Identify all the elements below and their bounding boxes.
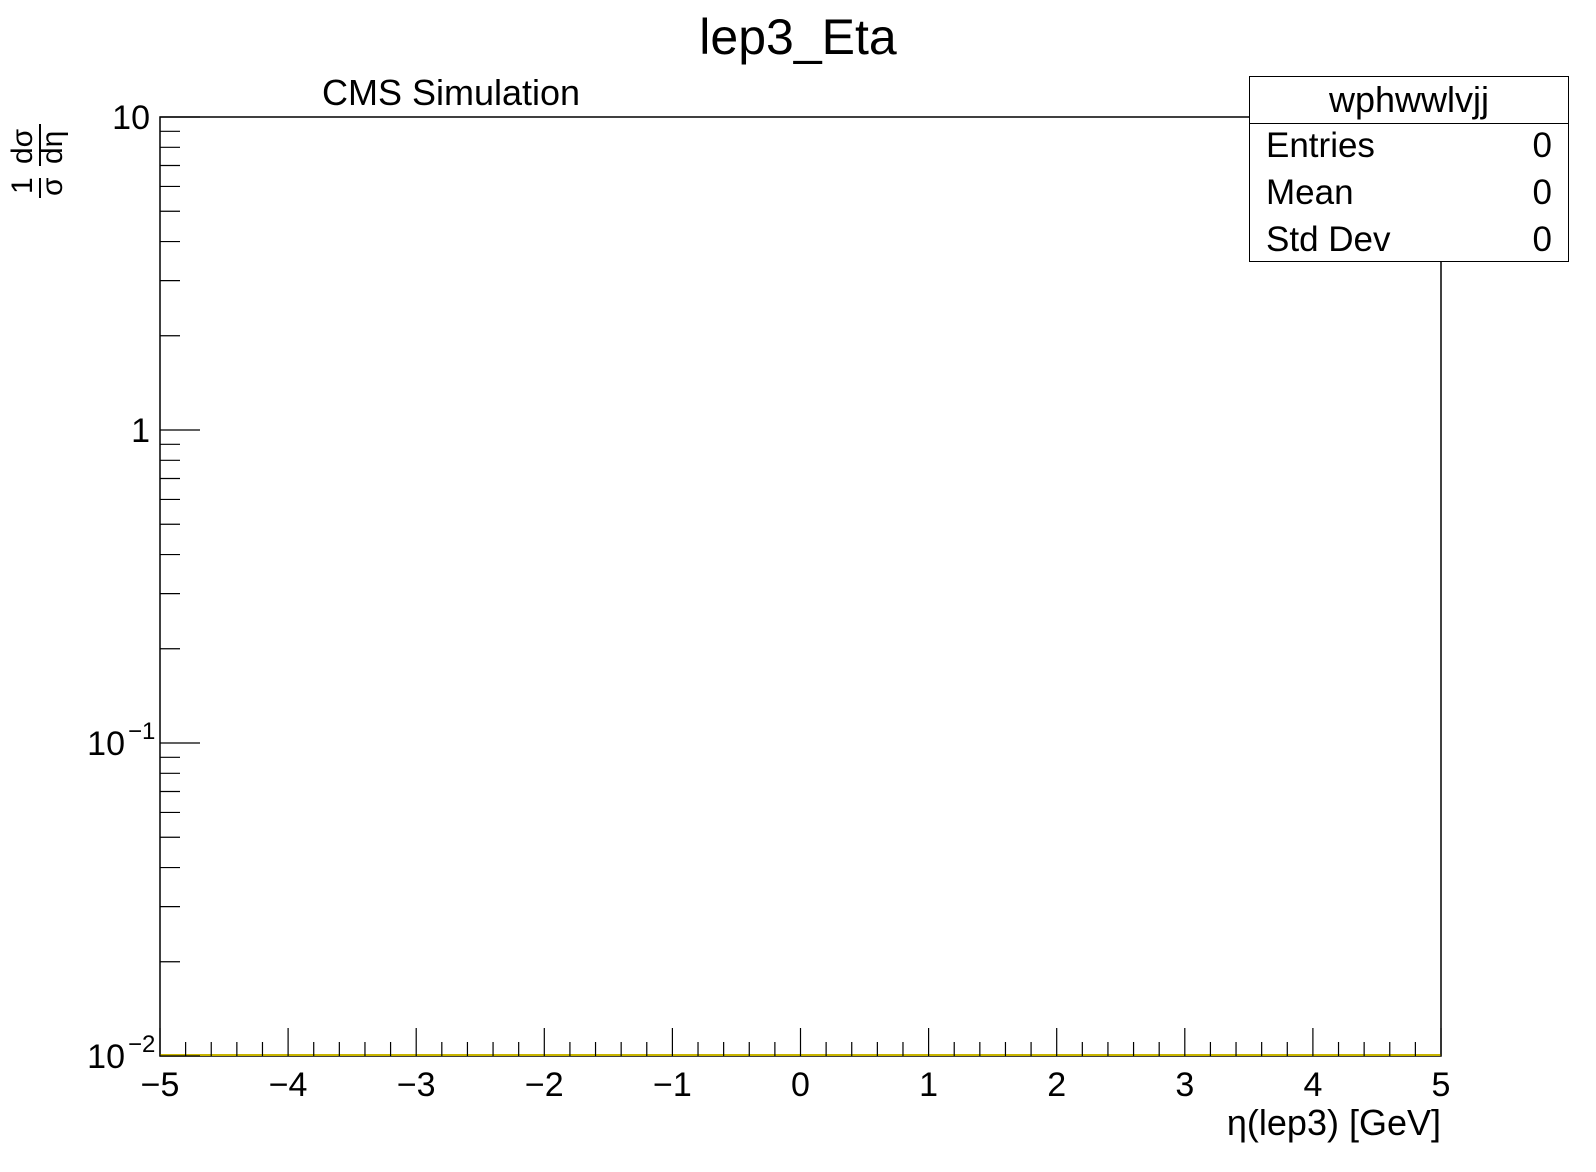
x-tick-label: 0 bbox=[791, 1066, 810, 1104]
x-tick-label: −5 bbox=[141, 1066, 180, 1104]
stats-value: 0 bbox=[1532, 126, 1552, 165]
stats-value: 0 bbox=[1532, 220, 1552, 259]
cms-simulation-label: CMS Simulation bbox=[322, 72, 581, 113]
y-tick-label: 1 bbox=[131, 412, 150, 450]
x-axis-label: η(lep3) [GeV] bbox=[1226, 1102, 1441, 1143]
stats-box-title: wphwwlvjj bbox=[1250, 77, 1568, 124]
x-tick-label: 1 bbox=[919, 1066, 938, 1104]
y-axis-label: 1 σ dσ dη bbox=[6, 124, 69, 198]
x-tick-label: 2 bbox=[1047, 1066, 1066, 1104]
x-tick-label: 5 bbox=[1432, 1066, 1451, 1104]
y-tick-label: 10 bbox=[112, 99, 150, 137]
stats-row-stddev: Std Dev 0 bbox=[1250, 218, 1568, 265]
y-label-dsigma: dσ bbox=[6, 128, 39, 164]
stats-value: 0 bbox=[1532, 173, 1552, 212]
stats-label: Mean bbox=[1266, 173, 1354, 212]
x-tick-label: 4 bbox=[1303, 1066, 1322, 1104]
y-tick-label: 10 bbox=[87, 725, 125, 763]
stats-label: Std Dev bbox=[1266, 220, 1391, 259]
stats-row-mean: Mean 0 bbox=[1250, 171, 1568, 218]
stats-label: Entries bbox=[1266, 126, 1375, 165]
stats-box: wphwwlvjj Entries 0 Mean 0 Std Dev 0 bbox=[1249, 76, 1569, 262]
y-tick-exponent: −1 bbox=[128, 718, 155, 745]
x-tick-label: −2 bbox=[525, 1066, 564, 1104]
x-tick-label: −3 bbox=[397, 1066, 436, 1104]
x-tick-label: −1 bbox=[653, 1066, 692, 1104]
y-label-deta: dη bbox=[36, 131, 69, 164]
y-label-sigma: σ bbox=[36, 177, 69, 196]
y-label-one: 1 bbox=[6, 177, 39, 194]
x-tick-label: −4 bbox=[269, 1066, 308, 1104]
stats-row-entries: Entries 0 bbox=[1250, 124, 1568, 171]
chart-title: lep3_Eta bbox=[699, 9, 897, 65]
x-tick-label: 3 bbox=[1175, 1066, 1194, 1104]
y-tick-label: 10 bbox=[87, 1038, 125, 1076]
y-tick-exponent: −2 bbox=[128, 1031, 155, 1058]
